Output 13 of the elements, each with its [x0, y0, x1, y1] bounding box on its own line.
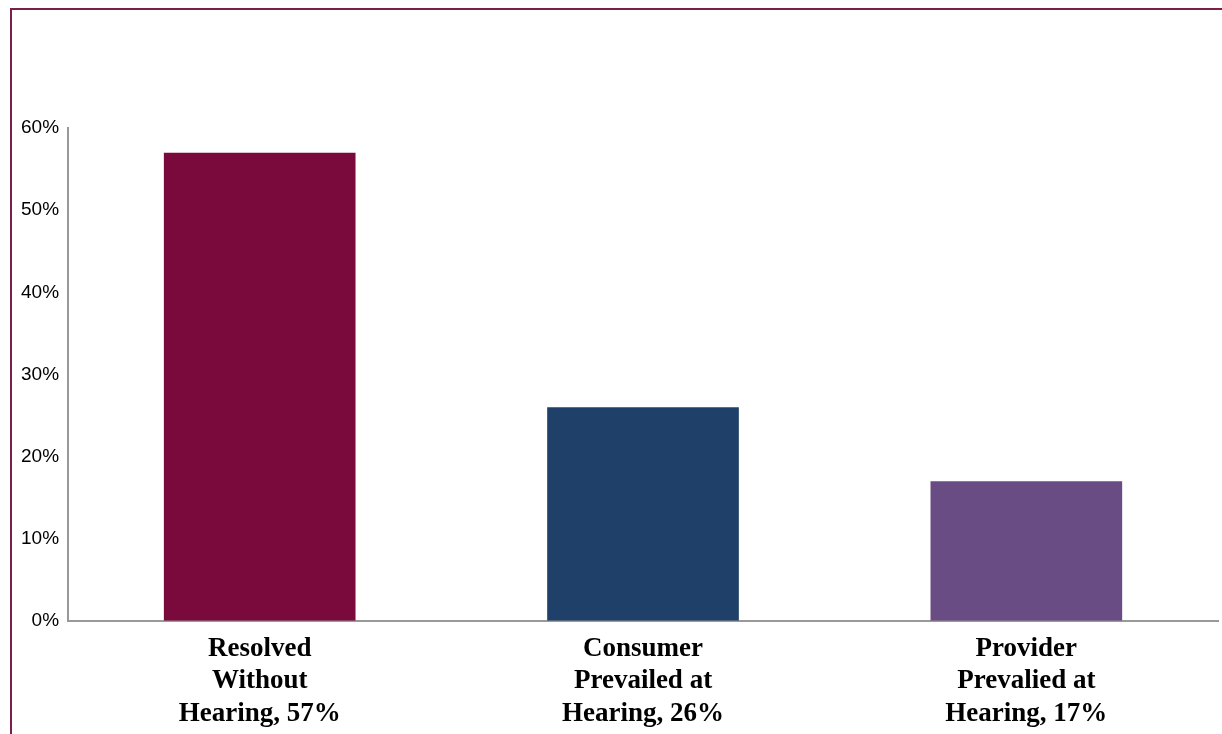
x-tick-label: Consumer Prevailed at Hearing, 26% — [562, 631, 725, 727]
y-tick-label: 40% — [21, 280, 60, 302]
y-tick-label: 50% — [21, 198, 60, 220]
bar — [547, 407, 739, 621]
x-tick-label: Resolved Without Hearing, 57% — [178, 631, 341, 727]
y-tick-label: 20% — [21, 444, 60, 466]
bar — [930, 481, 1123, 621]
x-tick-label: Provider Prevalied at Hearing, 17% — [945, 631, 1108, 727]
y-tick-label: 0% — [31, 609, 60, 631]
y-tick-label: 30% — [21, 362, 60, 384]
y-tick-label: 60% — [21, 116, 60, 138]
bar — [163, 152, 356, 621]
y-tick-label: 10% — [21, 526, 60, 548]
